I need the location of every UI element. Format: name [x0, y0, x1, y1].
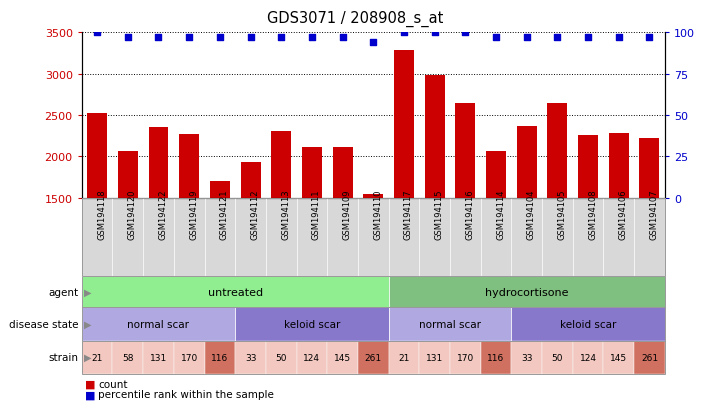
Text: 50: 50 [552, 353, 563, 362]
Text: GSM194113: GSM194113 [282, 189, 290, 240]
Point [429, 30, 440, 36]
Text: 261: 261 [365, 353, 382, 362]
Text: 131: 131 [150, 353, 167, 362]
Text: count: count [98, 379, 127, 389]
Text: strain: strain [48, 352, 78, 362]
Text: agent: agent [48, 287, 78, 297]
Text: 50: 50 [275, 353, 287, 362]
Text: GSM194122: GSM194122 [159, 189, 168, 240]
Point [92, 30, 103, 36]
Text: GSM194104: GSM194104 [527, 189, 535, 240]
Bar [394, 51, 414, 322]
Bar [272, 132, 292, 322]
Point [643, 35, 655, 41]
Text: GSM194106: GSM194106 [619, 189, 628, 240]
Text: 261: 261 [641, 353, 658, 362]
Point [122, 35, 134, 41]
Text: 145: 145 [334, 353, 351, 362]
Text: GSM194117: GSM194117 [404, 189, 413, 240]
Point [398, 30, 410, 36]
Point [214, 35, 225, 41]
Bar [578, 135, 598, 322]
Text: GDS3071 / 208908_s_at: GDS3071 / 208908_s_at [267, 10, 444, 26]
Text: percentile rank within the sample: percentile rank within the sample [98, 389, 274, 399]
Bar [87, 114, 107, 322]
Point [153, 35, 164, 41]
Text: 21: 21 [398, 353, 410, 362]
Text: GSM194112: GSM194112 [250, 189, 260, 240]
Text: keloid scar: keloid scar [284, 319, 340, 329]
Point [183, 35, 195, 41]
Text: 21: 21 [92, 353, 103, 362]
Text: untreated: untreated [208, 287, 263, 297]
Text: ■: ■ [85, 379, 96, 389]
Text: ■: ■ [85, 389, 96, 399]
Bar [517, 126, 537, 322]
Text: GSM194114: GSM194114 [496, 189, 505, 240]
Point [582, 35, 594, 41]
Point [552, 35, 563, 41]
Text: 170: 170 [456, 353, 474, 362]
Bar [363, 194, 383, 322]
Text: 116: 116 [211, 353, 228, 362]
Point [306, 35, 318, 41]
Text: 131: 131 [426, 353, 443, 362]
Bar [240, 163, 260, 322]
Text: keloid scar: keloid scar [560, 319, 616, 329]
Text: ▶: ▶ [84, 319, 92, 329]
Point [613, 35, 624, 41]
Text: disease state: disease state [9, 319, 78, 329]
Text: GSM194120: GSM194120 [128, 189, 137, 240]
Point [368, 40, 379, 46]
Bar [424, 76, 444, 322]
Bar [179, 135, 199, 322]
Text: 58: 58 [122, 353, 134, 362]
Point [491, 35, 502, 41]
Bar [118, 152, 138, 322]
Text: GSM194118: GSM194118 [97, 189, 106, 240]
Bar [609, 134, 629, 322]
Bar [455, 104, 476, 322]
Text: GSM194105: GSM194105 [557, 189, 567, 240]
Bar [639, 139, 659, 322]
Bar [149, 128, 169, 322]
Text: ▶: ▶ [84, 352, 92, 362]
Bar [302, 148, 322, 322]
Text: normal scar: normal scar [127, 319, 189, 329]
Text: 124: 124 [579, 353, 597, 362]
Text: GSM194119: GSM194119 [189, 189, 198, 240]
Point [276, 35, 287, 41]
Point [245, 35, 256, 41]
Point [521, 35, 533, 41]
Bar [333, 148, 353, 322]
Point [459, 30, 471, 36]
Text: GSM194109: GSM194109 [343, 189, 352, 240]
Text: 124: 124 [304, 353, 321, 362]
Text: normal scar: normal scar [419, 319, 481, 329]
Text: GSM194108: GSM194108 [588, 189, 597, 240]
Text: 145: 145 [610, 353, 627, 362]
Text: GSM194107: GSM194107 [649, 189, 658, 240]
Bar [486, 152, 506, 322]
Bar [210, 182, 230, 322]
Text: GSM194110: GSM194110 [373, 189, 383, 240]
Point [337, 35, 348, 41]
Text: GSM194116: GSM194116 [465, 189, 474, 240]
Text: 33: 33 [521, 353, 533, 362]
Text: 170: 170 [181, 353, 198, 362]
Text: 116: 116 [488, 353, 505, 362]
Text: GSM194121: GSM194121 [220, 189, 229, 240]
Text: 33: 33 [245, 353, 256, 362]
Text: GSM194111: GSM194111 [312, 189, 321, 240]
Text: ▶: ▶ [84, 287, 92, 297]
Bar [547, 103, 567, 322]
Text: GSM194115: GSM194115 [434, 189, 444, 240]
Text: hydrocortisone: hydrocortisone [485, 287, 569, 297]
